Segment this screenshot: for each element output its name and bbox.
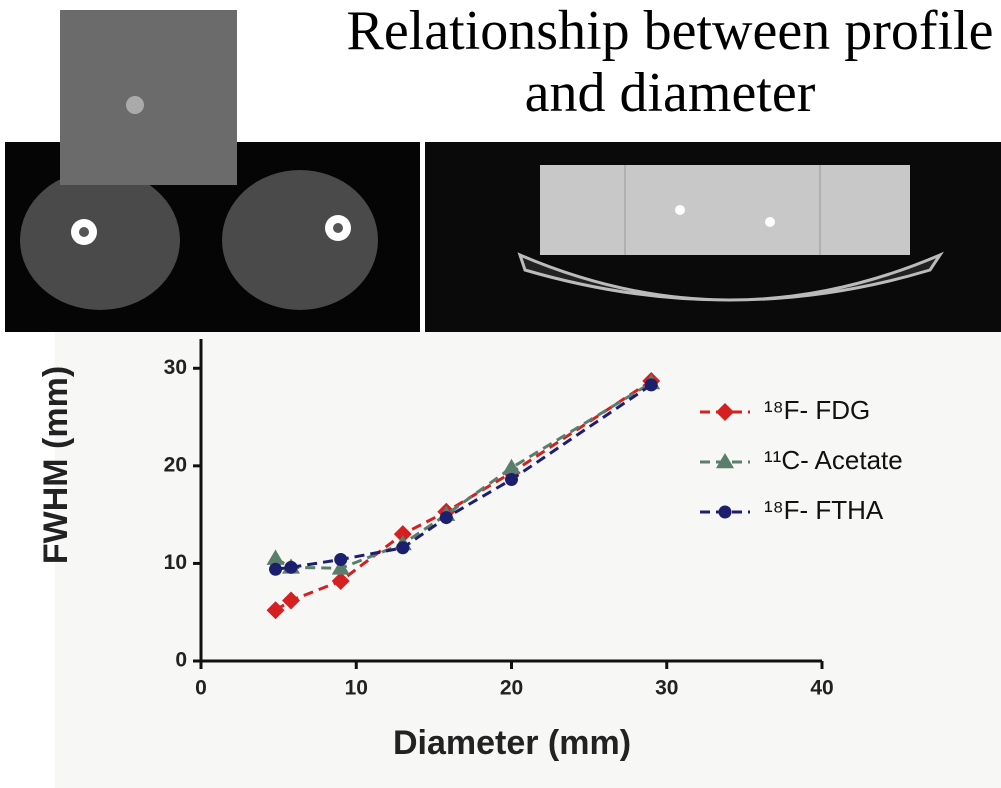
phantom [540,165,910,255]
marker [269,562,283,576]
x-tick-label: 0 [195,677,207,700]
chart-background [55,330,1001,788]
bone-core [333,223,343,233]
x-tick-label: 40 [810,677,833,700]
x-axis-label: Diameter (mm) [393,724,631,762]
legend-label: ¹¹C- Acetate [764,445,903,475]
y-tick-label: 20 [164,453,187,476]
marker [716,403,734,421]
ct-inset [60,10,237,185]
x-tick-label: 20 [500,677,523,700]
marker [505,473,518,487]
legend-label: ¹⁸F- FTHA [764,495,884,525]
inset-bone [126,96,144,114]
y-tick-label: 30 [164,356,187,379]
y-tick-label: 10 [164,551,187,574]
marker [718,505,732,519]
leg-right [222,170,378,310]
marker [334,553,348,567]
marker [644,378,658,392]
x-tick-label: 10 [345,677,368,700]
phantom-bed [517,251,945,302]
y-tick-label: 0 [175,649,187,672]
marker [266,601,285,620]
marker [716,453,734,469]
leg-left [20,170,180,310]
marker [502,458,521,475]
slide-title: Relationship between profile and diamete… [346,0,994,124]
phantom-spot [675,205,685,215]
marker [439,511,453,525]
marker [331,559,350,575]
phantom-spot [765,217,775,227]
bone-core [79,227,89,237]
marker [331,571,350,590]
y-axis-label: FWHM (mm) [37,366,75,564]
marker [284,560,298,574]
marker [396,541,410,555]
marker [266,549,285,565]
x-tick-label: 30 [655,677,678,700]
legend-label: ¹⁸F- FDG [764,395,870,425]
marker [393,525,412,544]
marker [282,591,301,610]
